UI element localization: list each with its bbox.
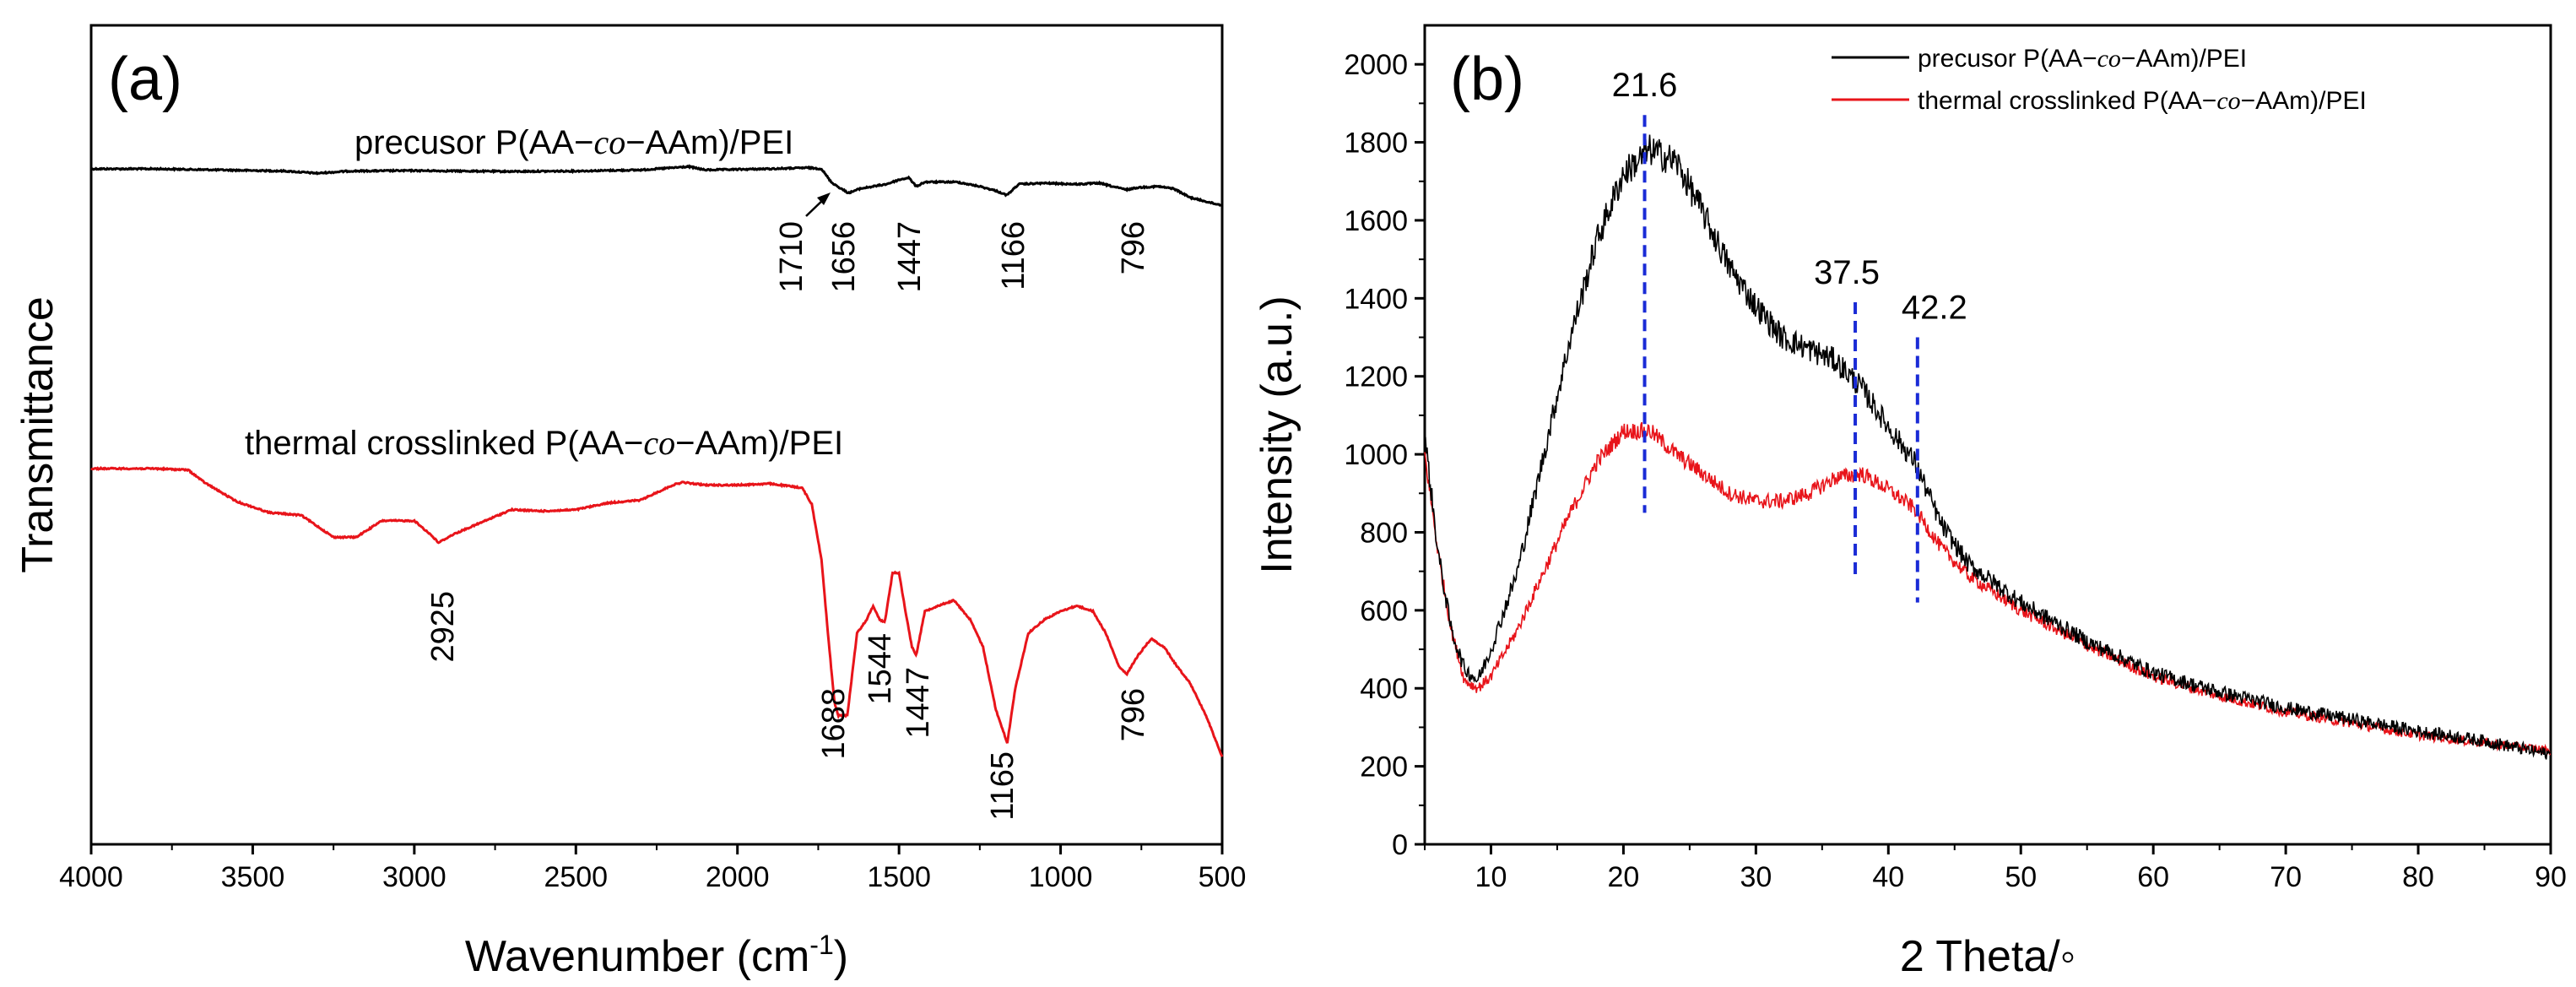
arrow-head — [817, 193, 831, 205]
y-tick-label: 1400 — [1344, 283, 1408, 315]
x-tick-label: 3000 — [382, 861, 446, 893]
y-tick-label: 0 — [1392, 829, 1408, 861]
x-tick-label: 1500 — [867, 861, 931, 893]
y-axis-title: Intensity (a.u.) — [1253, 296, 1302, 573]
x-tick-label: 20 — [1607, 861, 1639, 893]
panel-label: (b) — [1450, 46, 1524, 113]
peak-annotation: 1656 — [826, 221, 862, 293]
y-tick-label: 1000 — [1344, 439, 1408, 471]
x-tick-label: 40 — [1872, 861, 1904, 893]
panel-a: 4000 3500 3000 2500 2000 1500 1000 500 Wavenumbe… — [14, 24, 1247, 981]
x-tick-label: 2500 — [544, 861, 608, 893]
y-axis-title: Transmittance — [14, 296, 62, 573]
panel-label: (a) — [108, 46, 182, 113]
peak-annotation: 1166 — [996, 221, 1031, 290]
peak-marker-label: 21.6 — [1612, 67, 1678, 104]
y-tick-label: 1200 — [1344, 361, 1408, 393]
x-tick-label: 4000 — [59, 861, 123, 893]
x-tick-label: 1000 — [1029, 861, 1093, 893]
peak-marker-label: 37.5 — [1814, 254, 1880, 291]
y-tick-label: 1600 — [1344, 205, 1408, 237]
legend-label: thermal crosslinked P(AA−co−AAm)/PEI — [1918, 87, 2367, 115]
series-label: precusor P(AA−co−AAm)/PEI — [354, 123, 793, 161]
x-tick-label: 70 — [2270, 861, 2302, 893]
y-tick-label: 800 — [1360, 517, 1408, 549]
series-line — [90, 465, 1224, 757]
y-tick-label: 1800 — [1344, 127, 1408, 160]
y-tick-label: 200 — [1360, 751, 1408, 784]
peak-marker-label: 42.2 — [1902, 290, 1967, 327]
x-tick-label: 80 — [2402, 861, 2434, 893]
legend: precusor P(AA−co−AAm)/PEI thermal crossli… — [1832, 45, 2367, 115]
series-label: thermal crosslinked P(AA−co−AAm)/PEI — [245, 424, 843, 462]
x-axis-title: 2 Theta/◦ — [1900, 932, 2075, 981]
y-tick-label: 400 — [1360, 673, 1408, 705]
legend-label: precusor P(AA−co−AAm)/PEI — [1918, 45, 2247, 73]
x-tick-label: 90 — [2535, 861, 2567, 893]
peak-annotation: 796 — [1116, 221, 1151, 274]
panel-b-frame — [1423, 24, 2552, 846]
x-tick-label: 500 — [1199, 861, 1247, 893]
panel-b: 10 20 30 40 50 60 70 80 90 0 200 400 600 800 1000 1200 1… — [1253, 24, 2567, 981]
peak-annotation: 1544 — [863, 633, 898, 705]
series-line — [1424, 134, 2552, 760]
peak-annotation: 1165 — [985, 751, 1020, 821]
y-tick-label: 2000 — [1344, 49, 1408, 81]
x-tick-label: 3500 — [221, 861, 285, 893]
x-tick-label: 2000 — [706, 861, 770, 893]
y-tick-label: 600 — [1360, 595, 1408, 627]
series-line — [1424, 421, 2552, 756]
peak-annotation: 1447 — [901, 667, 936, 739]
x-tick-label: 10 — [1475, 861, 1507, 893]
peak-annotation: 1710 — [774, 221, 809, 293]
x-tick-label: 30 — [1740, 861, 1772, 893]
x-axis-title: Wavenumber (cm-1) — [465, 930, 848, 981]
series-line — [90, 164, 1223, 207]
x-tick-label: 60 — [2137, 861, 2169, 893]
x-tick-label: 50 — [2005, 861, 2037, 893]
peak-annotation: 1447 — [892, 221, 928, 293]
peak-annotation: 2925 — [425, 591, 461, 663]
peak-annotation: 796 — [1116, 688, 1151, 741]
peak-annotation: 1688 — [816, 688, 852, 760]
